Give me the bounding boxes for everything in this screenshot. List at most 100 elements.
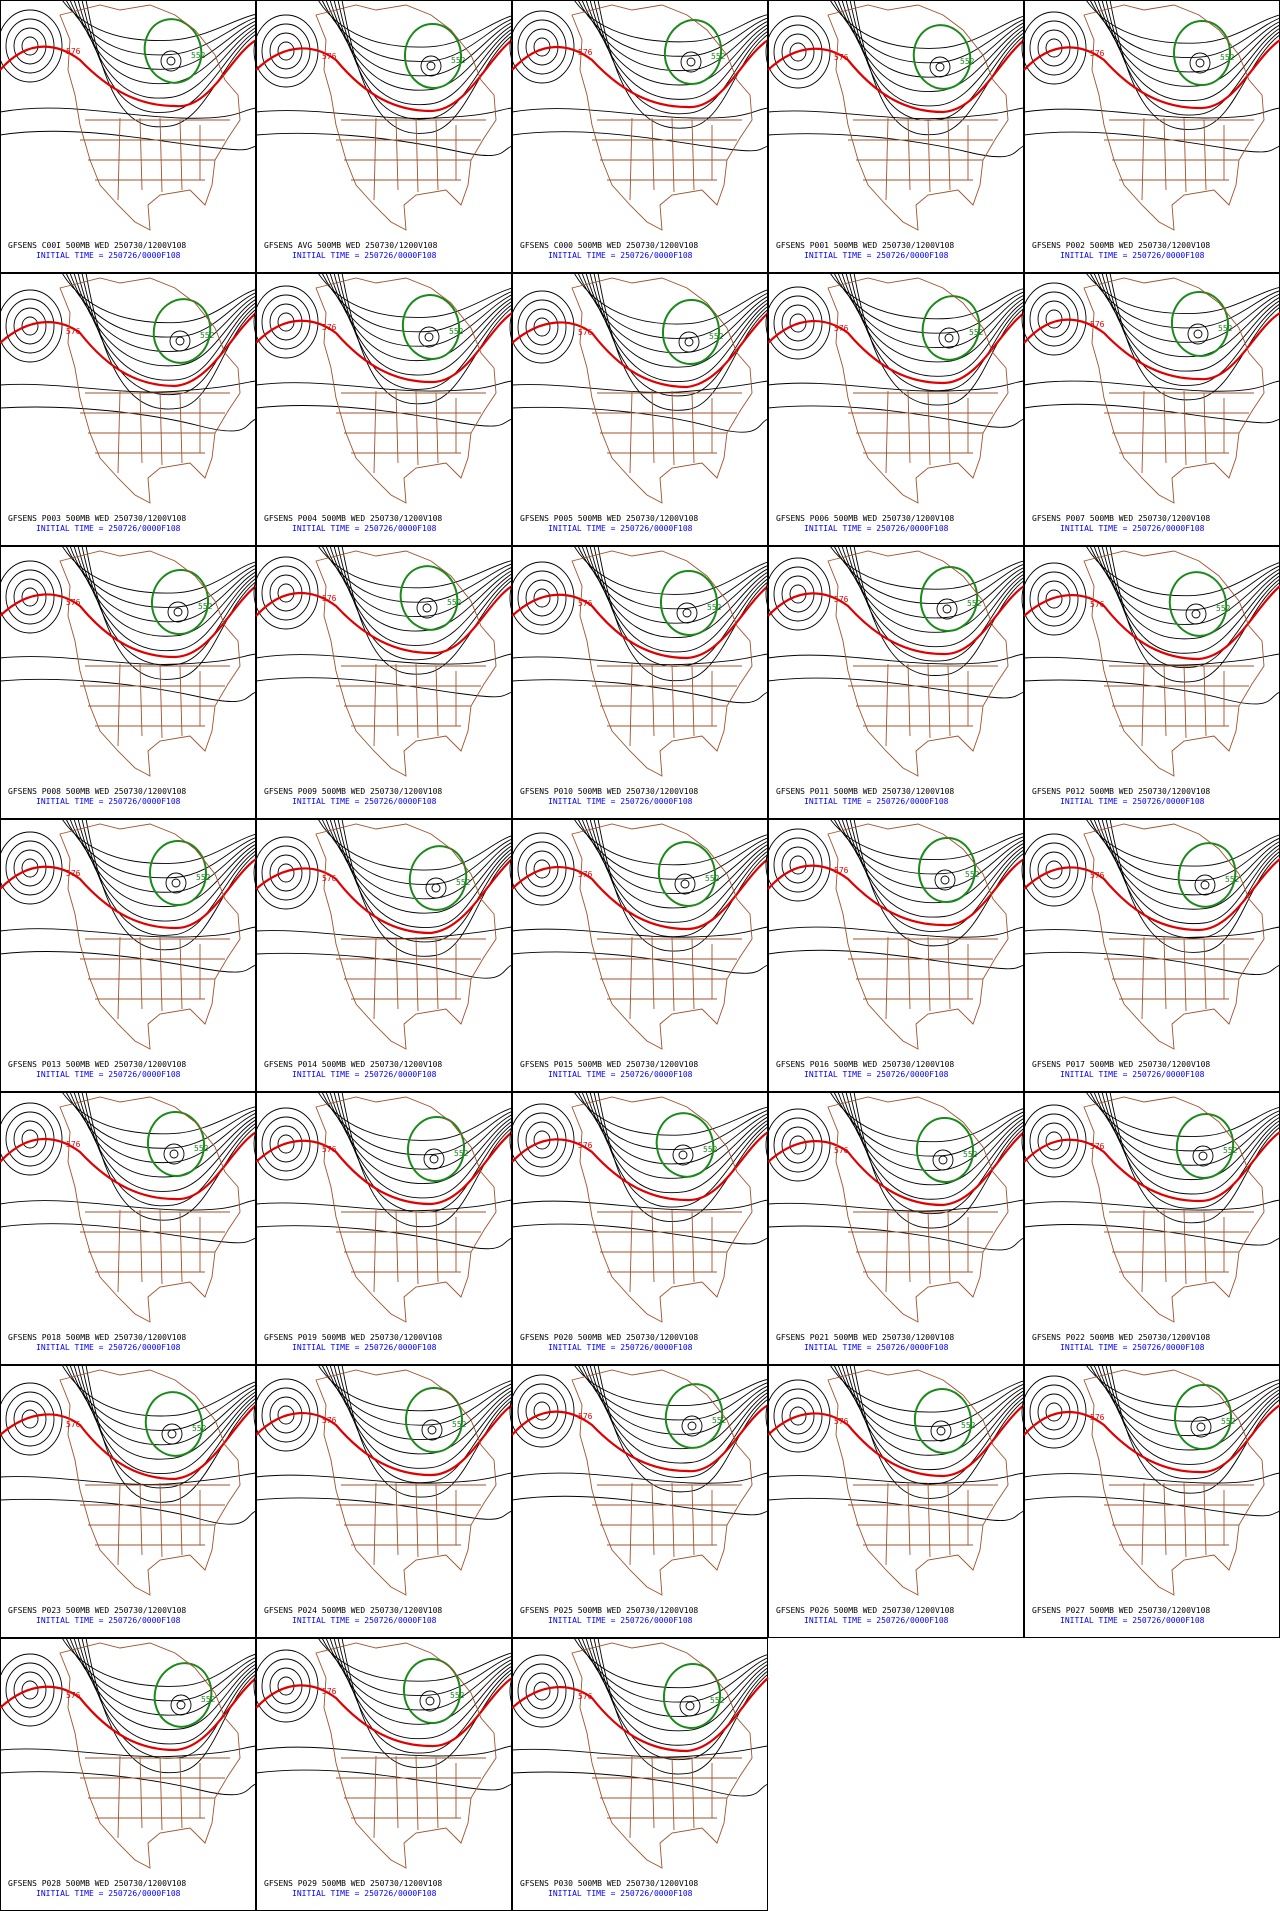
contour-label: 576 <box>66 1140 81 1149</box>
contour-552 <box>919 566 979 632</box>
initial-time: INITIAL TIME = 250726/0000F108 <box>292 1070 437 1079</box>
state-line <box>885 1482 889 1566</box>
initial-time: INITIAL TIME = 250726/0000F108 <box>804 251 949 260</box>
state-line <box>651 663 655 737</box>
map-panel: 576 552 GFSENS P009 500MB WED 250730/1200V… <box>253 545 513 819</box>
low-center <box>1200 880 1210 890</box>
low-center <box>420 55 442 77</box>
map-panel: 576 552 GFSENS P001 500MB WED 250730/1200V… <box>765 0 1025 273</box>
contour-552 <box>913 1388 973 1454</box>
state-line <box>373 1755 377 1839</box>
contour-label: 552 <box>196 873 211 882</box>
low-center <box>929 56 951 78</box>
coastline <box>59 823 241 1050</box>
contour-552 <box>408 845 468 911</box>
contour <box>581 1364 769 1435</box>
contour <box>533 1681 551 1701</box>
panel-border <box>768 1092 1024 1365</box>
contour <box>1089 1091 1280 1152</box>
contour <box>525 579 559 617</box>
contour <box>277 863 295 883</box>
contour <box>0 1771 257 1796</box>
low-center <box>1194 874 1216 896</box>
contour-label: 552 <box>194 1144 209 1153</box>
contour <box>581 0 769 72</box>
coastline <box>827 823 1009 1050</box>
state-line <box>671 1755 675 1831</box>
map-panel: 576 552 GFSENS P017 500MB WED 250730/1200V… <box>1021 818 1280 1092</box>
contour <box>85 1091 257 1221</box>
contour <box>261 1116 311 1172</box>
initial-time: INITIAL TIME = 250726/0000F108 <box>804 1616 949 1625</box>
state-line <box>179 1757 183 1829</box>
contour-552 <box>144 1391 204 1457</box>
map-panel: 576 552 GFSENS P029 500MB WED 250730/1200V… <box>253 1637 513 1911</box>
contour <box>517 1663 567 1719</box>
contour <box>81 818 257 936</box>
contour <box>509 1103 575 1177</box>
contour <box>1021 282 1087 356</box>
contour <box>589 1364 769 1464</box>
state-line <box>671 117 675 193</box>
contour-label: 552 <box>452 1420 467 1429</box>
low-center <box>672 1144 694 1166</box>
contour <box>849 545 1025 662</box>
map-panel: 576 552 GFSENS P013 500MB WED 250730/1200V… <box>0 818 257 1092</box>
contour-552 <box>150 569 210 635</box>
state-line <box>1203 1211 1207 1283</box>
contour <box>525 308 559 346</box>
contour-label: 552 <box>1223 1146 1238 1155</box>
contour <box>765 557 831 631</box>
contour <box>1093 818 1280 896</box>
contour <box>509 1654 575 1728</box>
panel-border <box>0 1365 256 1638</box>
map-panel: 576 552 GFSENS P022 500MB WED 250730/1200V… <box>1021 1091 1280 1365</box>
panel-border <box>768 1365 1024 1638</box>
low-center <box>418 326 440 348</box>
contour-576 <box>255 858 513 935</box>
panel-title: GFSENS P016 500MB WED 250730/1200V108 <box>776 1060 954 1069</box>
contour <box>0 831 63 905</box>
contour <box>511 1745 769 1758</box>
contour <box>269 303 303 341</box>
state-line <box>373 390 377 474</box>
coastline <box>59 1369 241 1596</box>
contour <box>65 272 257 338</box>
low-center <box>680 51 702 73</box>
contour-label: 552 <box>454 1149 469 1158</box>
contour-576 <box>511 585 769 660</box>
state-line <box>415 936 419 1012</box>
contour <box>333 818 513 928</box>
state-line <box>651 1482 655 1556</box>
panel-title: GFSENS P006 500MB WED 250730/1200V108 <box>776 514 954 523</box>
state-line <box>179 119 183 191</box>
contour-label: 576 <box>1090 1142 1105 1151</box>
low-center <box>936 598 958 620</box>
initial-time: INITIAL TIME = 250726/0000F108 <box>548 524 693 533</box>
contour-552 <box>912 24 972 90</box>
contour-label: 552 <box>1225 875 1240 884</box>
contour <box>1085 1091 1280 1137</box>
contour <box>511 107 769 119</box>
contour <box>573 0 769 43</box>
coastline <box>1083 277 1265 504</box>
panel-title: GFSENS P007 500MB WED 250730/1200V108 <box>1032 514 1210 523</box>
panel-border <box>0 273 256 546</box>
contour-label: 552 <box>963 1150 978 1159</box>
contour-label: 576 <box>1090 320 1105 329</box>
contour <box>321 0 513 62</box>
contour <box>333 0 513 106</box>
contour <box>73 818 257 908</box>
initial-time: INITIAL TIME = 250726/0000F108 <box>36 1889 181 1898</box>
contour <box>0 107 257 119</box>
contour <box>845 272 1025 377</box>
low-center <box>1195 58 1205 68</box>
low-center <box>426 61 436 71</box>
contour <box>789 1135 807 1155</box>
contour <box>781 304 815 342</box>
state-line <box>1141 1209 1145 1293</box>
state-line <box>629 936 633 1020</box>
contour-576 <box>767 39 1025 114</box>
contour <box>829 1091 1025 1143</box>
contour <box>577 545 769 610</box>
